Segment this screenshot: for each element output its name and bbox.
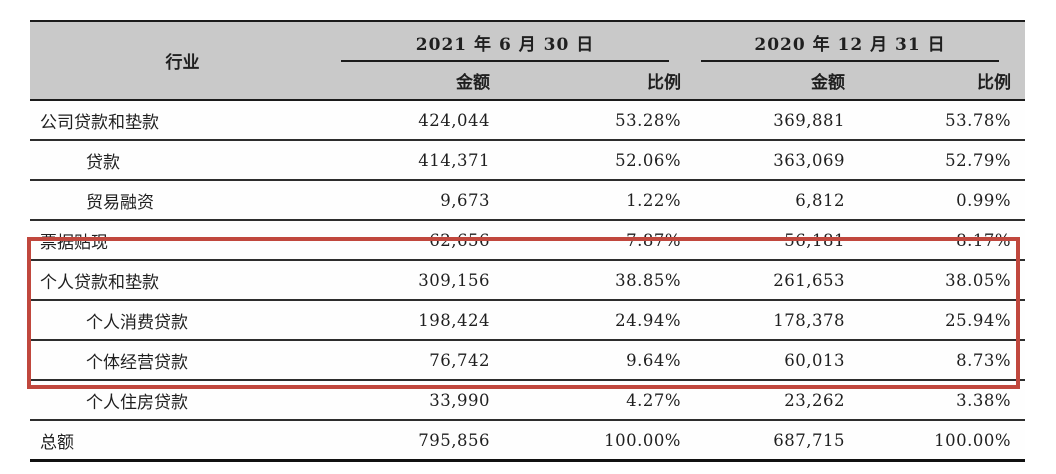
table-row: 个人住房贷款 33,990 4.27% 23,262 3.38% — [30, 380, 1026, 421]
cell-amount-2020: 261,653 — [695, 260, 875, 301]
industry-column-header: 行业 — [30, 21, 335, 101]
cell-ratio-2021: 52.06% — [520, 140, 695, 181]
period-2020-label: 2020 年 12 月 31 日 — [701, 22, 1000, 62]
cell-ratio-2020: 52.79% — [875, 140, 1026, 181]
cell-amount-2020: 369,881 — [695, 100, 875, 141]
cell-amount-2021: 33,990 — [335, 380, 520, 421]
cell-ratio-2021: 1.22% — [520, 180, 695, 221]
cell-amount-2021: 309,156 — [335, 260, 520, 301]
table-row: 个人消费贷款 198,424 24.94% 178,378 25.94% — [30, 300, 1026, 341]
table-row: 个体经营贷款 76,742 9.64% 60,013 8.73% — [30, 340, 1026, 381]
cell-amount-2020: 60,013 — [695, 340, 875, 381]
cell-ratio-2020: 25.94% — [875, 300, 1026, 341]
row-label: 个人贷款和垫款 — [30, 260, 335, 301]
cell-amount-2020: 178,378 — [695, 300, 875, 341]
cell-amount-2020: 6,812 — [695, 180, 875, 221]
row-label: 个人住房贷款 — [30, 380, 335, 421]
table-row: 公司贷款和垫款 424,044 53.28% 369,881 53.78% — [30, 100, 1026, 141]
table-header: 行业 2021 年 6 月 30 日 2020 年 12 月 31 日 金额 比… — [30, 21, 1026, 101]
table-row: 贸易融资 9,673 1.22% 6,812 0.99% — [30, 180, 1026, 221]
cell-ratio-2021: 9.64% — [520, 340, 695, 381]
row-label: 公司贷款和垫款 — [30, 100, 335, 141]
period-header-2020: 2020 年 12 月 31 日 — [695, 21, 1026, 62]
row-label: 个体经营贷款 — [30, 340, 335, 381]
loan-structure-table: 行业 2021 年 6 月 30 日 2020 年 12 月 31 日 金额 比… — [27, 20, 1026, 462]
cell-ratio-2021: 100.00% — [520, 420, 695, 462]
cell-amount-2021: 9,673 — [335, 180, 520, 221]
cell-ratio-2020: 8.73% — [875, 340, 1026, 381]
table-body: 公司贷款和垫款 424,044 53.28% 369,881 53.78% 贷款 414,3… — [30, 100, 1026, 462]
cell-amount-2020: 363,069 — [695, 140, 875, 181]
cell-ratio-2020: 0.99% — [875, 180, 1026, 221]
amount-header-2021: 金额 — [335, 62, 520, 101]
cell-amount-2021: 76,742 — [335, 340, 520, 381]
cell-amount-2020: 23,262 — [695, 380, 875, 421]
cell-ratio-2021: 4.27% — [520, 380, 695, 421]
cell-ratio-2020: 53.78% — [875, 100, 1026, 141]
row-label: 贸易融资 — [30, 180, 335, 221]
row-label: 总额 — [30, 420, 335, 462]
table-row: 票据贴现 62,656 7.87% 56,181 8.17% — [30, 220, 1026, 261]
cell-ratio-2020: 38.05% — [875, 260, 1026, 301]
data-table: 行业 2021 年 6 月 30 日 2020 年 12 月 31 日 金额 比… — [30, 20, 1026, 462]
cell-amount-2021: 424,044 — [335, 100, 520, 141]
table-row: 个人贷款和垫款 309,156 38.85% 261,653 38.05% — [30, 260, 1026, 301]
ratio-header-2020: 比例 — [875, 62, 1026, 101]
period-header-2021: 2021 年 6 月 30 日 — [335, 21, 695, 62]
cell-amount-2021: 414,371 — [335, 140, 520, 181]
cell-ratio-2021: 53.28% — [520, 100, 695, 141]
cell-amount-2021: 62,656 — [335, 220, 520, 261]
cell-amount-2020: 687,715 — [695, 420, 875, 462]
cell-amount-2021: 198,424 — [335, 300, 520, 341]
cell-ratio-2020: 100.00% — [875, 420, 1026, 462]
row-label: 贷款 — [30, 140, 335, 181]
cell-ratio-2021: 7.87% — [520, 220, 695, 261]
amount-header-2020: 金额 — [695, 62, 875, 101]
cell-ratio-2020: 8.17% — [875, 220, 1026, 261]
table-row: 总额 795,856 100.00% 687,715 100.00% — [30, 420, 1026, 462]
cell-ratio-2021: 24.94% — [520, 300, 695, 341]
row-label: 个人消费贷款 — [30, 300, 335, 341]
ratio-header-2021: 比例 — [520, 62, 695, 101]
cell-ratio-2020: 3.38% — [875, 380, 1026, 421]
cell-amount-2020: 56,181 — [695, 220, 875, 261]
row-label: 票据贴现 — [30, 220, 335, 261]
cell-amount-2021: 795,856 — [335, 420, 520, 462]
cell-ratio-2021: 38.85% — [520, 260, 695, 301]
period-2021-label: 2021 年 6 月 30 日 — [341, 22, 669, 62]
table-row: 贷款 414,371 52.06% 363,069 52.79% — [30, 140, 1026, 181]
